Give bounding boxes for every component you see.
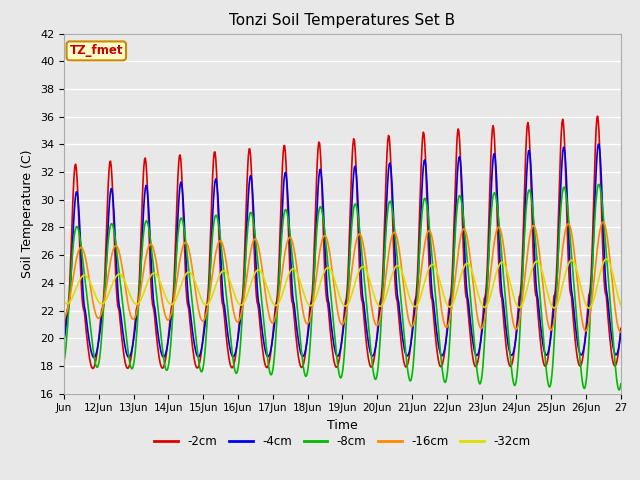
-8cm: [431, 287, 439, 293]
-16cm: [255, 248, 263, 253]
-4cm: [256, 309, 264, 314]
X-axis label: Time: Time: [327, 419, 358, 432]
-32cm: [228, 283, 236, 289]
-2cm: [401, 361, 408, 367]
-4cm: [228, 353, 236, 359]
-32cm: [60, 299, 68, 305]
-32cm: [431, 264, 439, 270]
-4cm: [277, 235, 285, 240]
-32cm: [585, 305, 593, 311]
-16cm: [600, 219, 607, 225]
Line: -16cm: -16cm: [64, 222, 621, 332]
-2cm: [256, 322, 264, 328]
-2cm: [594, 113, 602, 119]
-32cm: [255, 267, 263, 273]
-8cm: [616, 387, 623, 393]
-8cm: [60, 359, 68, 365]
-16cm: [431, 252, 439, 258]
-16cm: [228, 298, 236, 303]
-8cm: [617, 381, 625, 387]
-16cm: [400, 283, 408, 289]
-4cm: [126, 353, 134, 359]
-4cm: [401, 347, 408, 352]
-2cm: [89, 366, 97, 372]
-16cm: [616, 329, 624, 335]
-32cm: [602, 256, 610, 262]
Line: -32cm: -32cm: [64, 259, 621, 308]
-32cm: [617, 302, 625, 308]
Line: -2cm: -2cm: [64, 116, 621, 369]
-2cm: [60, 336, 68, 341]
-16cm: [60, 314, 68, 320]
-16cm: [276, 284, 284, 289]
-2cm: [228, 365, 236, 371]
Line: -8cm: -8cm: [64, 184, 621, 390]
-2cm: [277, 200, 285, 205]
Y-axis label: Soil Temperature (C): Soil Temperature (C): [22, 149, 35, 278]
-32cm: [276, 297, 284, 302]
-4cm: [595, 141, 602, 147]
-32cm: [400, 274, 408, 280]
-2cm: [126, 360, 134, 366]
-8cm: [255, 274, 263, 279]
-8cm: [400, 327, 408, 333]
-8cm: [125, 358, 133, 363]
-2cm: [617, 325, 625, 331]
-4cm: [432, 320, 440, 326]
Legend: -2cm, -4cm, -8cm, -16cm, -32cm: -2cm, -4cm, -8cm, -16cm, -32cm: [150, 430, 535, 453]
-8cm: [276, 254, 284, 260]
-8cm: [228, 345, 236, 350]
-4cm: [90, 355, 98, 360]
-8cm: [595, 181, 603, 187]
-16cm: [617, 329, 625, 335]
-16cm: [125, 308, 133, 313]
Line: -4cm: -4cm: [64, 144, 621, 358]
-32cm: [125, 290, 133, 296]
-4cm: [617, 330, 625, 336]
-2cm: [432, 336, 440, 342]
Text: TZ_fmet: TZ_fmet: [70, 44, 123, 58]
-4cm: [60, 338, 68, 344]
Title: Tonzi Soil Temperatures Set B: Tonzi Soil Temperatures Set B: [229, 13, 456, 28]
